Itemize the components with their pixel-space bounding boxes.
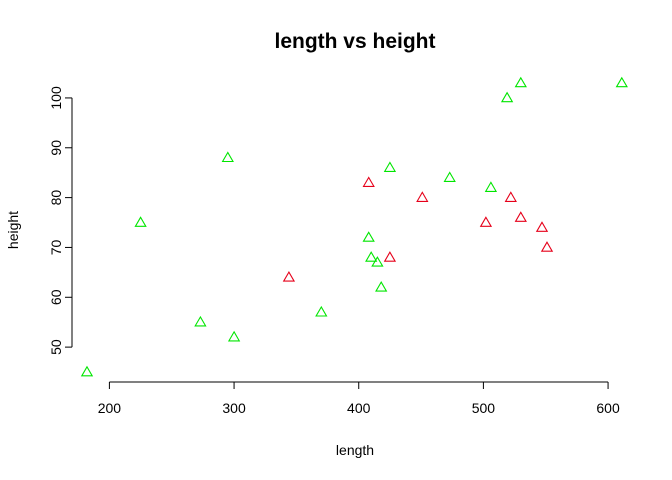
data-point-green — [375, 281, 388, 292]
x-tick-label: 400 — [347, 400, 371, 416]
y-axis: 50 60 70 80 90 100 — [48, 86, 73, 355]
data-point-red — [282, 271, 296, 282]
data-point-red — [504, 191, 517, 202]
data-point-red — [535, 221, 549, 232]
data-point-green — [80, 365, 94, 377]
data-point-green — [484, 181, 498, 192]
data-point-green — [194, 315, 207, 327]
x-tick-label: 600 — [596, 400, 620, 416]
data-point-red — [383, 251, 397, 262]
data-point-green — [227, 330, 241, 342]
data-point-red — [416, 191, 429, 202]
data-point-green — [500, 91, 514, 103]
data-point-green — [365, 251, 378, 262]
y-tick-label: 70 — [48, 239, 64, 255]
y-tick-label: 100 — [48, 86, 64, 110]
data-point-green — [134, 216, 147, 227]
data-point-green — [221, 151, 234, 163]
y-tick-label: 90 — [48, 140, 64, 156]
data-point-green — [371, 256, 384, 267]
chart-title: length vs height — [274, 30, 435, 53]
data-point-green — [362, 231, 375, 242]
x-tick-label: 500 — [472, 400, 496, 416]
y-tick-label: 80 — [48, 190, 64, 206]
data-point-red — [540, 241, 554, 252]
data-point-red — [362, 176, 375, 187]
data-point-green — [514, 76, 527, 88]
data-point-green — [443, 171, 456, 182]
data-point-green — [315, 305, 328, 317]
data-point-red — [514, 211, 527, 222]
x-tick-label: 200 — [98, 400, 122, 416]
x-axis: 200 300 400 500 600 — [98, 381, 620, 416]
data-points — [80, 76, 628, 377]
x-tick-label: 300 — [222, 400, 246, 416]
y-axis-label: height — [5, 211, 21, 249]
data-point-green — [615, 76, 628, 88]
x-axis-label: length — [336, 442, 374, 458]
y-tick-label: 60 — [48, 289, 64, 305]
data-point-green — [383, 161, 397, 172]
data-point-red — [479, 216, 493, 227]
y-tick-label: 50 — [48, 339, 64, 355]
